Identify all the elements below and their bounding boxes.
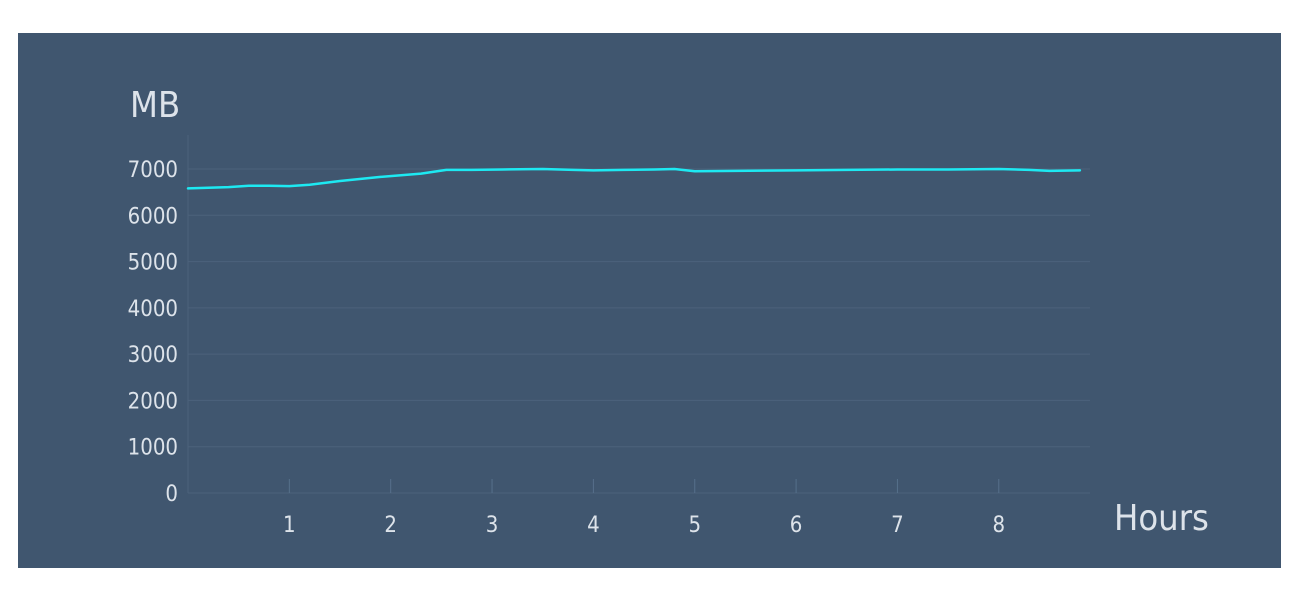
grid-layer	[187, 135, 1090, 494]
x-tick-label: 4	[587, 513, 600, 538]
y-tick-label: 7000	[128, 158, 178, 183]
chart-panel: 0 1000 2000 3000 4000 5000 6000 7000 1 2 3 4 5 6 7 8 M…	[18, 33, 1281, 568]
x-tick-label: 3	[486, 513, 499, 538]
y-tick-label: 3000	[128, 343, 178, 368]
x-axis-ticks: 1 2 3 4 5 6 7 8	[283, 479, 1005, 538]
line-chart: 0 1000 2000 3000 4000 5000 6000 7000 1 2 3 4 5 6 7 8 M…	[128, 85, 1209, 539]
y-axis-title: MB	[130, 85, 180, 126]
series-line	[186, 167, 1082, 190]
x-tick-label: 6	[790, 513, 803, 538]
series-layer	[186, 167, 1082, 190]
y-tick-label: 6000	[128, 204, 178, 229]
x-tick-label: 2	[384, 513, 397, 538]
y-tick-label: 5000	[128, 251, 178, 276]
x-axis-title: Hours	[1114, 498, 1209, 539]
x-tick-label: 5	[688, 513, 701, 538]
y-tick-label: 2000	[128, 389, 178, 414]
y-axis-ticks: 0 1000 2000 3000 4000 5000 6000 7000	[128, 158, 178, 507]
y-tick-label: 0	[165, 482, 178, 507]
y-tick-label: 1000	[128, 436, 178, 461]
x-tick-label: 8	[992, 513, 1005, 538]
x-tick-label: 1	[283, 513, 296, 538]
x-tick-label: 7	[891, 513, 904, 538]
y-tick-label: 4000	[128, 297, 178, 322]
